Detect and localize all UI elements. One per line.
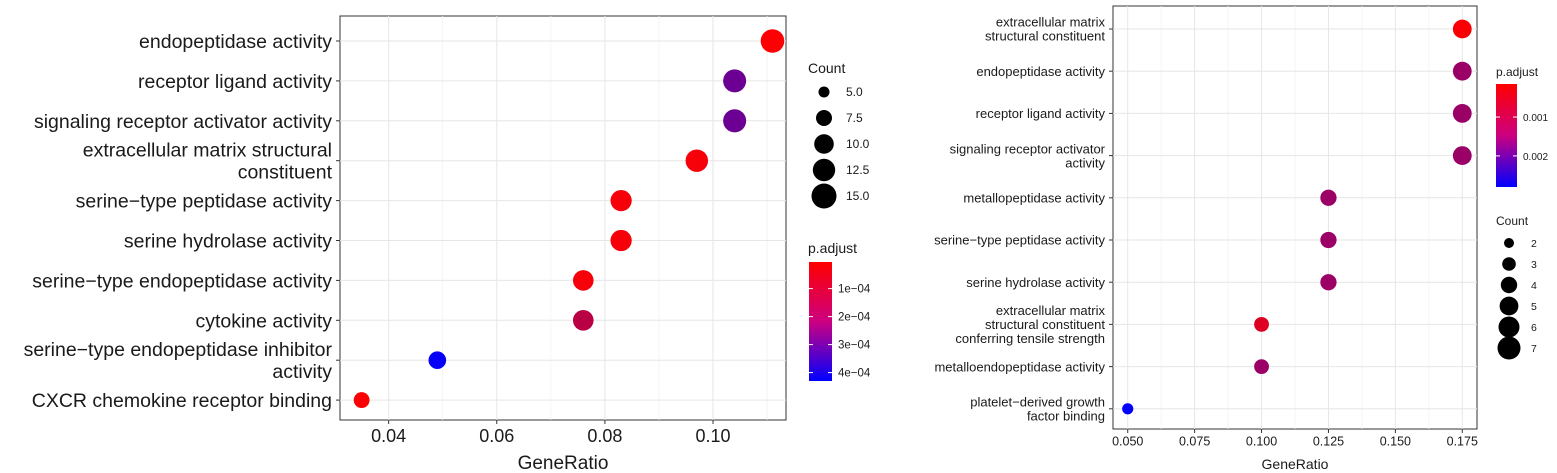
left-data-point xyxy=(723,109,747,133)
left-y-tick-label: signaling receptor activator activity xyxy=(34,111,332,133)
left-y-tick-label: CXCR chemokine receptor binding xyxy=(32,390,332,412)
right-count-legend-dot xyxy=(1498,316,1520,338)
right-x-axis-title: GeneRatio xyxy=(1262,456,1329,472)
left-y-tick-label: serine−type endopeptidase inhibitor activ… xyxy=(24,339,333,383)
left-colorbar-label: 4e−04 xyxy=(838,368,871,380)
right-x-tick-label: 0.175 xyxy=(1447,435,1478,449)
left-colorbar-label: 2e−04 xyxy=(838,312,871,324)
left-data-point xyxy=(572,310,594,331)
right-count-legend-dot xyxy=(1500,276,1518,294)
left-count-legend-label: 5.0 xyxy=(846,85,863,99)
right-data-point xyxy=(1452,146,1472,166)
left-count-legend-label: 10.0 xyxy=(846,137,870,151)
right-y-tick-label: signaling receptor activator activity xyxy=(950,141,1106,170)
left-data-point xyxy=(353,392,370,409)
right-count-legend-dot xyxy=(1502,257,1516,271)
left-colorbar-label: 3e−04 xyxy=(838,340,871,352)
left-count-legend-label: 7.5 xyxy=(846,111,863,125)
right-data-point xyxy=(1452,103,1472,123)
left-count-legend-dot xyxy=(814,134,834,154)
right-count-legend-dot xyxy=(1504,238,1514,248)
right-data-point xyxy=(1452,19,1472,39)
right-data-point xyxy=(1122,403,1134,415)
right-count-legend-label: 2 xyxy=(1531,238,1537,250)
right-data-point xyxy=(1320,274,1337,291)
left-dotplot: endopeptidase activity receptor ligand ac… xyxy=(24,15,871,473)
left-count-legend-dot xyxy=(811,183,837,209)
right-count-legend-dot xyxy=(1499,296,1519,316)
right-x-tick-label: 0.050 xyxy=(1112,435,1143,449)
left-count-legend-label: 12.5 xyxy=(846,163,870,177)
right-y-tick-label: receptor ligand activity xyxy=(976,106,1106,121)
left-padjust-legend-title: p.adjust xyxy=(808,240,857,256)
left-data-point xyxy=(685,149,709,172)
left-count-legend-dot xyxy=(812,158,836,182)
right-colorbar-label: 0.001 xyxy=(1523,113,1548,124)
left-x-tick-label: 0.04 xyxy=(371,426,406,446)
right-count-legend-label: 6 xyxy=(1531,322,1537,334)
right-y-tick-label: endopeptidase activity xyxy=(976,64,1105,79)
left-count-legend-label: 15.0 xyxy=(846,189,870,203)
left-x-tick-label: 0.08 xyxy=(587,426,622,446)
right-data-point xyxy=(1320,231,1337,249)
left-data-point xyxy=(572,270,594,291)
left-x-tick-label: 0.06 xyxy=(479,426,514,446)
left-y-tick-label: endopeptidase activity xyxy=(139,31,332,53)
left-y-tick-label: serine−type endopeptidase activity xyxy=(32,270,332,292)
left-y-tick-label: serine hydrolase activity xyxy=(124,231,332,253)
left-count-legend-dot xyxy=(818,86,830,98)
right-count-legend-label: 7 xyxy=(1531,343,1537,355)
right-count-legend-dot xyxy=(1497,336,1521,360)
right-x-tick-label: 0.100 xyxy=(1246,435,1277,449)
right-y-tick-label: serine hydrolase activity xyxy=(966,275,1105,290)
right-count-legend-title: Count xyxy=(1496,214,1529,228)
right-x-tick-label: 0.075 xyxy=(1179,435,1210,449)
left-plot-panel xyxy=(339,15,787,421)
right-y-tick-label: platelet−derived growth factor binding xyxy=(970,394,1105,423)
left-y-tick-label: cytokine activity xyxy=(195,310,332,332)
right-data-point xyxy=(1452,61,1472,81)
right-count-legend-label: 4 xyxy=(1531,280,1537,292)
right-data-point xyxy=(1320,189,1337,206)
left-colorbar-label: 1e−04 xyxy=(838,284,871,296)
right-padjust-legend-title: p.adjust xyxy=(1496,65,1539,79)
left-data-point xyxy=(610,189,632,212)
right-y-tick-label: extracellular matrix structural constitue… xyxy=(955,303,1105,346)
left-data-point xyxy=(428,351,447,370)
left-x-axis-title: GeneRatio xyxy=(518,453,609,473)
right-padjust-colorbar xyxy=(1496,84,1517,187)
left-count-legend-title: Count xyxy=(808,60,845,76)
right-y-tick-label: metallopeptidase activity xyxy=(963,190,1105,205)
right-x-tick-label: 0.150 xyxy=(1380,435,1411,449)
right-y-tick-label: serine−type peptidase activity xyxy=(934,233,1105,248)
right-data-point xyxy=(1254,317,1269,332)
left-y-tick-label: receptor ligand activity xyxy=(138,71,332,93)
left-y-tick-label: serine−type peptidase activity xyxy=(76,191,333,213)
left-data-point xyxy=(610,229,632,252)
right-count-legend-label: 3 xyxy=(1531,259,1537,271)
left-x-tick-label: 0.10 xyxy=(695,426,730,446)
right-dotplot: extracellular matrix structural constitue… xyxy=(934,5,1548,472)
right-count-legend-label: 5 xyxy=(1531,301,1537,313)
left-data-point xyxy=(723,69,747,93)
right-x-tick-label: 0.125 xyxy=(1313,435,1344,449)
left-data-point xyxy=(760,29,785,53)
left-padjust-colorbar xyxy=(809,262,832,381)
right-colorbar-label: 0.002 xyxy=(1523,152,1548,163)
right-y-tick-label: extracellular matrix structural constitue… xyxy=(985,15,1105,44)
left-y-tick-label: extracellular matrix structural constitue… xyxy=(83,140,333,184)
right-data-point xyxy=(1254,359,1269,374)
left-count-legend-dot xyxy=(816,110,832,126)
right-y-tick-label: metalloendopeptidase activity xyxy=(934,359,1105,374)
